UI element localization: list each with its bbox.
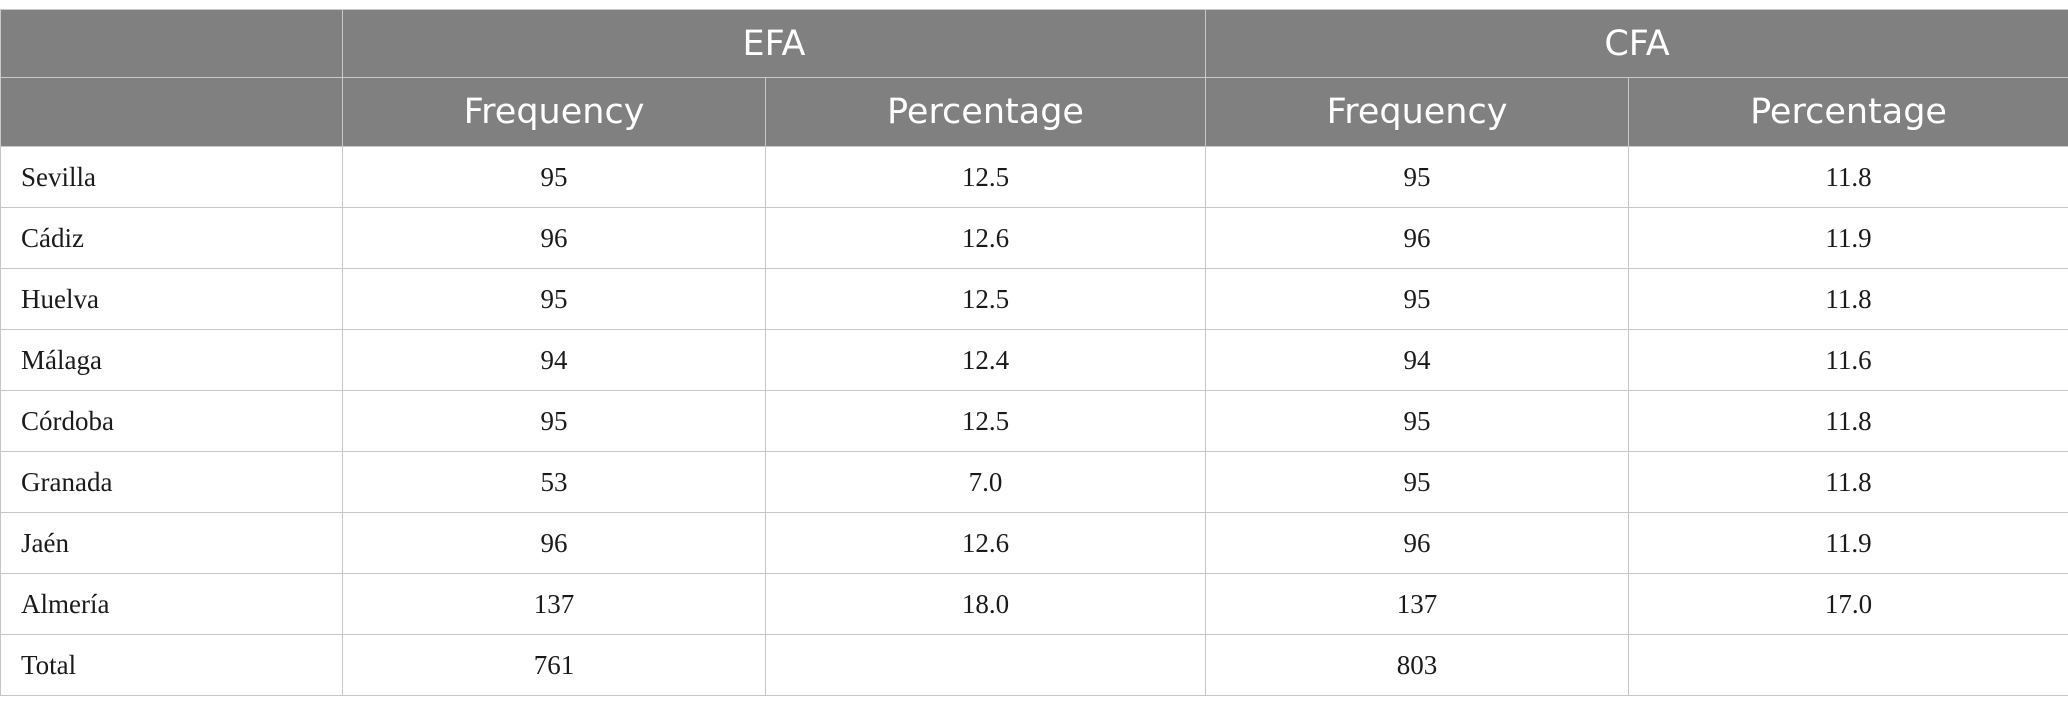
frequency-table-container: EFA CFA Frequency Percentage Frequency P… bbox=[0, 9, 2068, 696]
cfa-percentage-cell: 11.9 bbox=[1628, 207, 2068, 269]
cfa-frequency-cell: 137 bbox=[1205, 573, 1630, 635]
table-row: Málaga 94 12.4 94 11.6 bbox=[0, 329, 2068, 391]
province-cell: Huelva bbox=[0, 268, 343, 330]
efa-percentage-cell: 12.6 bbox=[764, 207, 1207, 269]
cfa-group-header: CFA bbox=[1205, 9, 2068, 78]
table-header: EFA CFA Frequency Percentage Frequency P… bbox=[0, 9, 2068, 147]
efa-group-header: EFA bbox=[341, 9, 1207, 78]
efa-frequency-header: Frequency bbox=[342, 77, 766, 147]
cfa-percentage-cell: 11.8 bbox=[1628, 146, 2068, 208]
efa-percentage-cell: 7.0 bbox=[764, 451, 1207, 513]
province-cell: Cádiz bbox=[0, 207, 343, 269]
cfa-percentage-cell: 11.6 bbox=[1628, 329, 2068, 391]
sub-header-row: Frequency Percentage Frequency Percentag… bbox=[0, 77, 2068, 147]
cfa-percentage-cell: 17.0 bbox=[1628, 573, 2068, 635]
cfa-frequency-cell: 96 bbox=[1205, 512, 1630, 574]
table-row: Córdoba 95 12.5 95 11.8 bbox=[0, 390, 2068, 452]
cfa-percentage-header: Percentage bbox=[1628, 77, 2068, 147]
cfa-frequency-cell: 95 bbox=[1205, 268, 1630, 330]
province-cell: Málaga bbox=[0, 329, 343, 391]
cfa-frequency-cell: 94 bbox=[1205, 329, 1630, 391]
table-row: Sevilla 95 12.5 95 11.8 bbox=[0, 146, 2068, 208]
efa-frequency-cell: 137 bbox=[342, 573, 766, 635]
efa-percentage-header: Percentage bbox=[764, 77, 1207, 147]
total-label-cell: Total bbox=[0, 634, 343, 696]
corner-header-cell bbox=[0, 9, 343, 78]
cfa-frequency-header: Frequency bbox=[1205, 77, 1630, 147]
table-row: Jaén 96 12.6 96 11.9 bbox=[0, 512, 2068, 574]
efa-frequency-cell: 53 bbox=[342, 451, 766, 513]
efa-percentage-cell: 12.4 bbox=[764, 329, 1207, 391]
group-header-row: EFA CFA bbox=[0, 9, 2068, 78]
table-body: Sevilla 95 12.5 95 11.8 Cádiz 96 12.6 96… bbox=[0, 146, 2068, 696]
province-cell: Almería bbox=[0, 573, 343, 635]
province-cell: Jaén bbox=[0, 512, 343, 574]
efa-total-frequency-cell: 761 bbox=[342, 634, 766, 696]
province-cell: Sevilla bbox=[0, 146, 343, 208]
total-row: Total 761 803 bbox=[0, 634, 2068, 696]
efa-percentage-cell: 12.5 bbox=[764, 268, 1207, 330]
cfa-percentage-cell: 11.8 bbox=[1628, 268, 2068, 330]
efa-frequency-cell: 94 bbox=[342, 329, 766, 391]
cfa-percentage-cell: 11.8 bbox=[1628, 390, 2068, 452]
cfa-total-frequency-cell: 803 bbox=[1205, 634, 1630, 696]
efa-frequency-cell: 96 bbox=[342, 207, 766, 269]
efa-frequency-cell: 95 bbox=[342, 268, 766, 330]
efa-frequency-cell: 95 bbox=[342, 390, 766, 452]
corner-subheader-cell bbox=[0, 77, 343, 147]
table-row: Huelva 95 12.5 95 11.8 bbox=[0, 268, 2068, 330]
cfa-frequency-cell: 95 bbox=[1205, 451, 1630, 513]
cfa-frequency-cell: 96 bbox=[1205, 207, 1630, 269]
efa-percentage-cell: 12.5 bbox=[764, 146, 1207, 208]
efa-percentage-cell: 18.0 bbox=[764, 573, 1207, 635]
province-cell: Córdoba bbox=[0, 390, 343, 452]
province-cell: Granada bbox=[0, 451, 343, 513]
cfa-frequency-cell: 95 bbox=[1205, 390, 1630, 452]
efa-percentage-cell: 12.5 bbox=[764, 390, 1207, 452]
table-row: Almería 137 18.0 137 17.0 bbox=[0, 573, 2068, 635]
efa-total-percentage-cell bbox=[764, 634, 1207, 696]
table-row: Cádiz 96 12.6 96 11.9 bbox=[0, 207, 2068, 269]
cfa-percentage-cell: 11.9 bbox=[1628, 512, 2068, 574]
table-row: Granada 53 7.0 95 11.8 bbox=[0, 451, 2068, 513]
frequency-table: EFA CFA Frequency Percentage Frequency P… bbox=[0, 9, 2068, 696]
cfa-total-percentage-cell bbox=[1628, 634, 2068, 696]
efa-frequency-cell: 95 bbox=[342, 146, 766, 208]
efa-percentage-cell: 12.6 bbox=[764, 512, 1207, 574]
cfa-percentage-cell: 11.8 bbox=[1628, 451, 2068, 513]
efa-frequency-cell: 96 bbox=[342, 512, 766, 574]
cfa-frequency-cell: 95 bbox=[1205, 146, 1630, 208]
